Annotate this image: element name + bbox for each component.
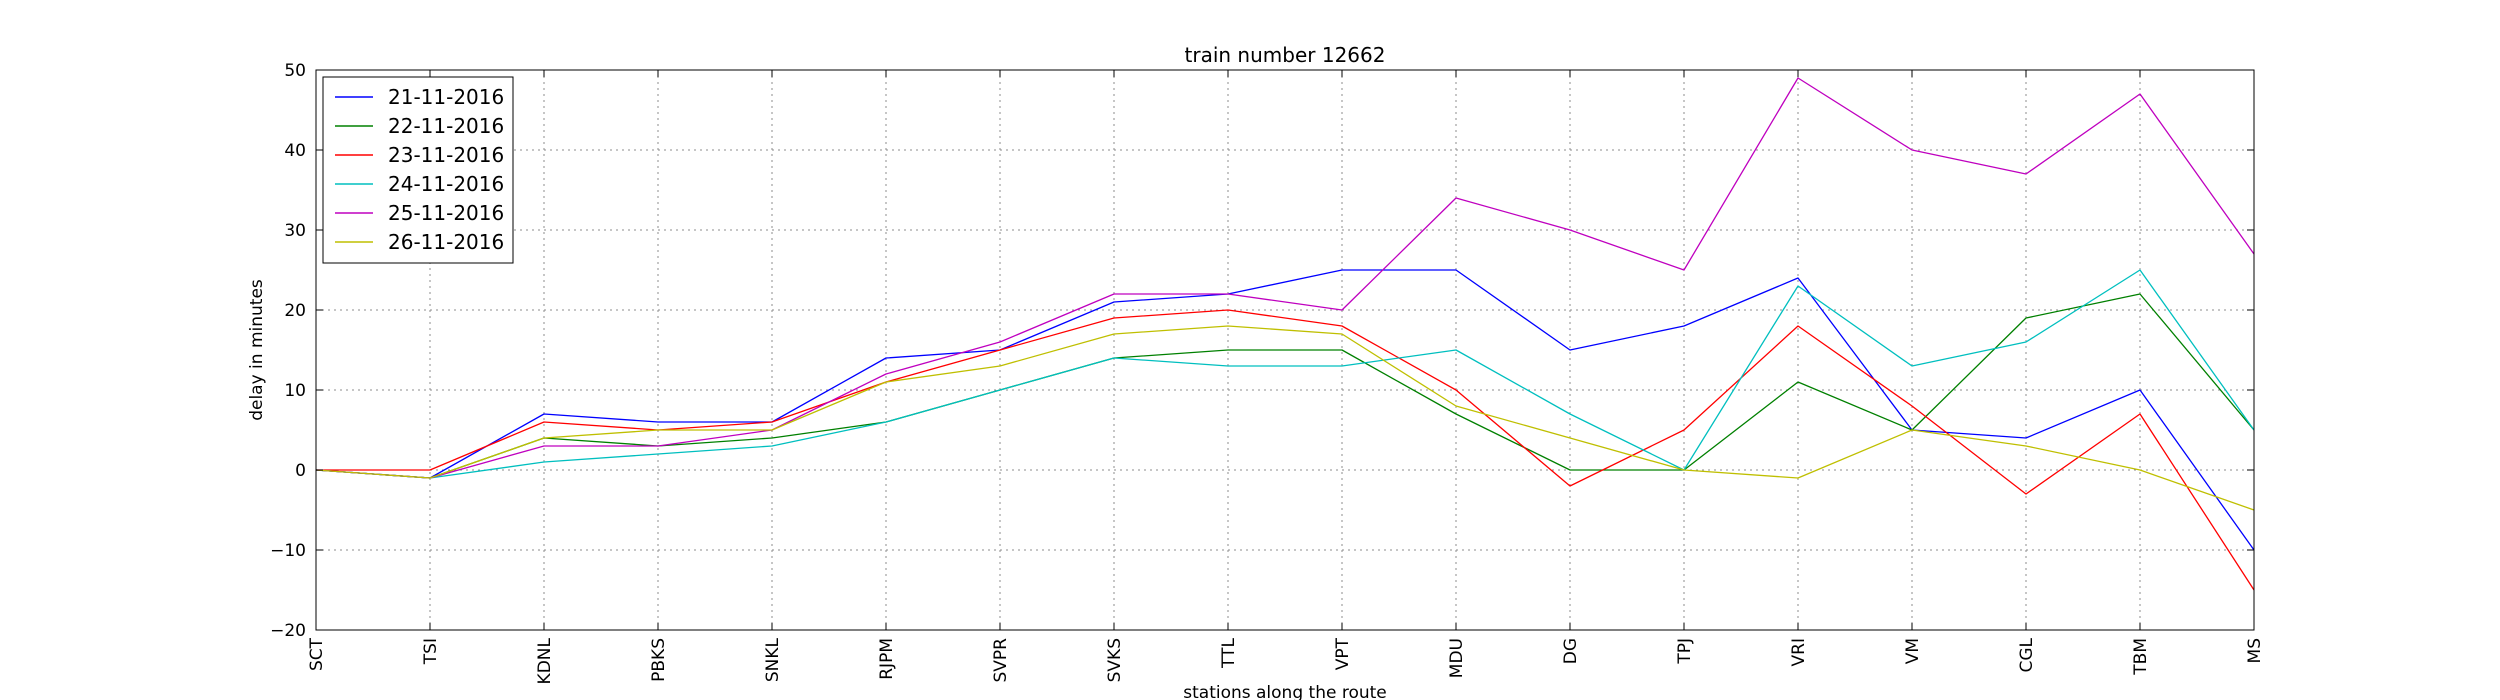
chart-title: train number 12662 [1185,43,1386,67]
y-axis-label: delay in minutes [247,279,267,421]
y-tick-label: 20 [284,301,306,321]
x-tick-label: TBM [2131,638,2151,676]
x-tick-label: PBKS [649,638,669,682]
axis-ticks: SCT TSI KDNL PBKS SNKL RJPM SVPR SVKS TTL VPT MDU D… [270,61,2265,684]
x-tick-label: TSI [421,638,441,665]
y-tick-label: 10 [284,381,306,401]
series-line-22-11-2016 [315,293,2255,479]
x-tick-label: VRI [1789,638,1809,666]
x-tick-label: MS [2245,638,2265,663]
x-tick-label: VPT [1333,637,1353,670]
x-tick-label: VM [1903,638,1923,664]
x-tick-label: TPJ [1675,638,1695,665]
x-tick-label: SVPR [991,638,1011,683]
x-tick-label: MDU [1447,638,1467,678]
x-tick-label: DG [1561,638,1581,664]
y-tick-label: 50 [284,61,306,81]
series-line-21-11-2016 [315,269,2255,551]
legend-label: 21-11-2016 [388,85,504,109]
legend-label: 22-11-2016 [388,114,504,138]
series-lines [315,77,2255,591]
x-tick-label: KDNL [535,637,555,684]
legend-box [322,76,514,264]
plot-area-frame [315,69,2255,631]
y-tick-label: 40 [284,141,306,161]
legend-label: 25-11-2016 [388,201,504,225]
x-tick-label: SCT [307,637,327,671]
y-tick-label: −10 [270,541,306,561]
legend-label: 26-11-2016 [388,230,504,254]
legend: 21-11-2016 22-11-2016 23-11-2016 24-11-2016… [322,76,514,264]
y-tick-label: 0 [295,461,306,481]
legend-label: 23-11-2016 [388,143,504,167]
x-tick-label: RJPM [877,638,897,680]
x-tick-label: SVKS [1105,638,1125,682]
legend-label: 24-11-2016 [388,172,504,196]
x-tick-label: TTL [1219,637,1239,668]
series-line-23-11-2016 [316,309,2255,591]
series-line-24-11-2016 [315,269,2255,479]
series-line-26-11-2016 [315,325,2255,511]
series-line-25-11-2016 [315,77,2255,479]
x-tick-label: SNKL [763,637,783,682]
y-tick-label: −20 [270,621,306,641]
y-tick-label: 30 [284,221,306,241]
x-axis-label: stations along the route [1183,683,1387,700]
x-tick-label: CGL [2017,637,2037,672]
